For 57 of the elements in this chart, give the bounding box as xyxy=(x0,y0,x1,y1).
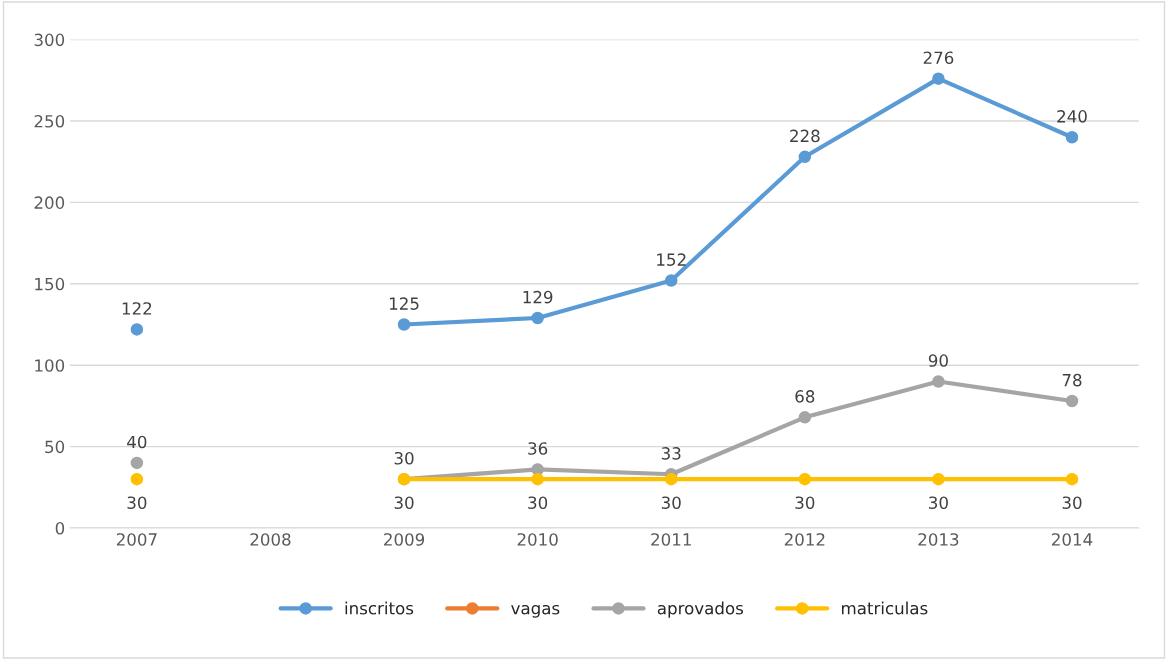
point xyxy=(1065,472,1079,486)
y-tick-label: 300 xyxy=(34,33,65,47)
data-label: 30 xyxy=(795,496,815,509)
legend-label: inscritos xyxy=(345,601,414,615)
data-label: 129 xyxy=(523,290,553,304)
point xyxy=(664,274,678,287)
y-tick-label: 50 xyxy=(45,440,65,454)
data-label: 240 xyxy=(1057,110,1087,123)
y-tick-label: 200 xyxy=(34,196,65,209)
data-label: 152 xyxy=(657,253,686,266)
y-tick-label: 0 xyxy=(55,521,65,535)
x-tick-label: 2011 xyxy=(651,533,691,546)
data-label: 30 xyxy=(528,496,548,509)
x-tick-label: 2007 xyxy=(116,533,157,546)
legend-label: matriculas xyxy=(842,601,928,615)
data-label: 36 xyxy=(528,442,548,455)
point xyxy=(130,472,144,486)
point xyxy=(531,472,544,486)
x-tick-label: 2012 xyxy=(784,533,825,546)
data-label: 90 xyxy=(928,354,948,367)
point xyxy=(932,375,945,388)
point xyxy=(130,456,144,470)
data-label: 122 xyxy=(122,302,152,315)
point xyxy=(1065,394,1079,408)
data-label: 78 xyxy=(1062,373,1082,387)
data-label: 228 xyxy=(790,129,820,143)
data-label: 125 xyxy=(389,297,419,310)
y-tick-label: 100 xyxy=(35,359,65,372)
y-tick-label: 250 xyxy=(34,114,65,128)
point xyxy=(531,311,544,325)
point xyxy=(397,318,411,331)
data-label: 30 xyxy=(394,496,414,509)
legend-label: vagas xyxy=(511,604,560,618)
data-label: 30 xyxy=(394,451,414,465)
data-label: 30 xyxy=(1062,496,1082,509)
point xyxy=(932,72,945,85)
point xyxy=(798,150,812,164)
x-tick-label: 2008 xyxy=(250,533,291,546)
point xyxy=(130,323,144,336)
data-label: 30 xyxy=(127,496,147,509)
data-label: 33 xyxy=(661,447,681,460)
x-tick-label: 2010 xyxy=(517,533,558,546)
point xyxy=(1065,131,1079,144)
data-label: 30 xyxy=(661,496,681,509)
x-tick-label: 2013 xyxy=(918,533,959,546)
data-label: 276 xyxy=(923,51,954,65)
data-label: 30 xyxy=(929,496,948,509)
data-label: 40 xyxy=(127,435,147,449)
x-tick-label: 2009 xyxy=(384,533,425,546)
data-label: 68 xyxy=(795,390,815,403)
point xyxy=(932,472,945,486)
legend-label: aprovados xyxy=(657,601,744,618)
x-tick-label: 2014 xyxy=(1052,533,1093,546)
point xyxy=(798,411,812,424)
y-tick-label: 150 xyxy=(35,277,65,291)
point xyxy=(798,472,812,486)
point xyxy=(664,472,678,486)
